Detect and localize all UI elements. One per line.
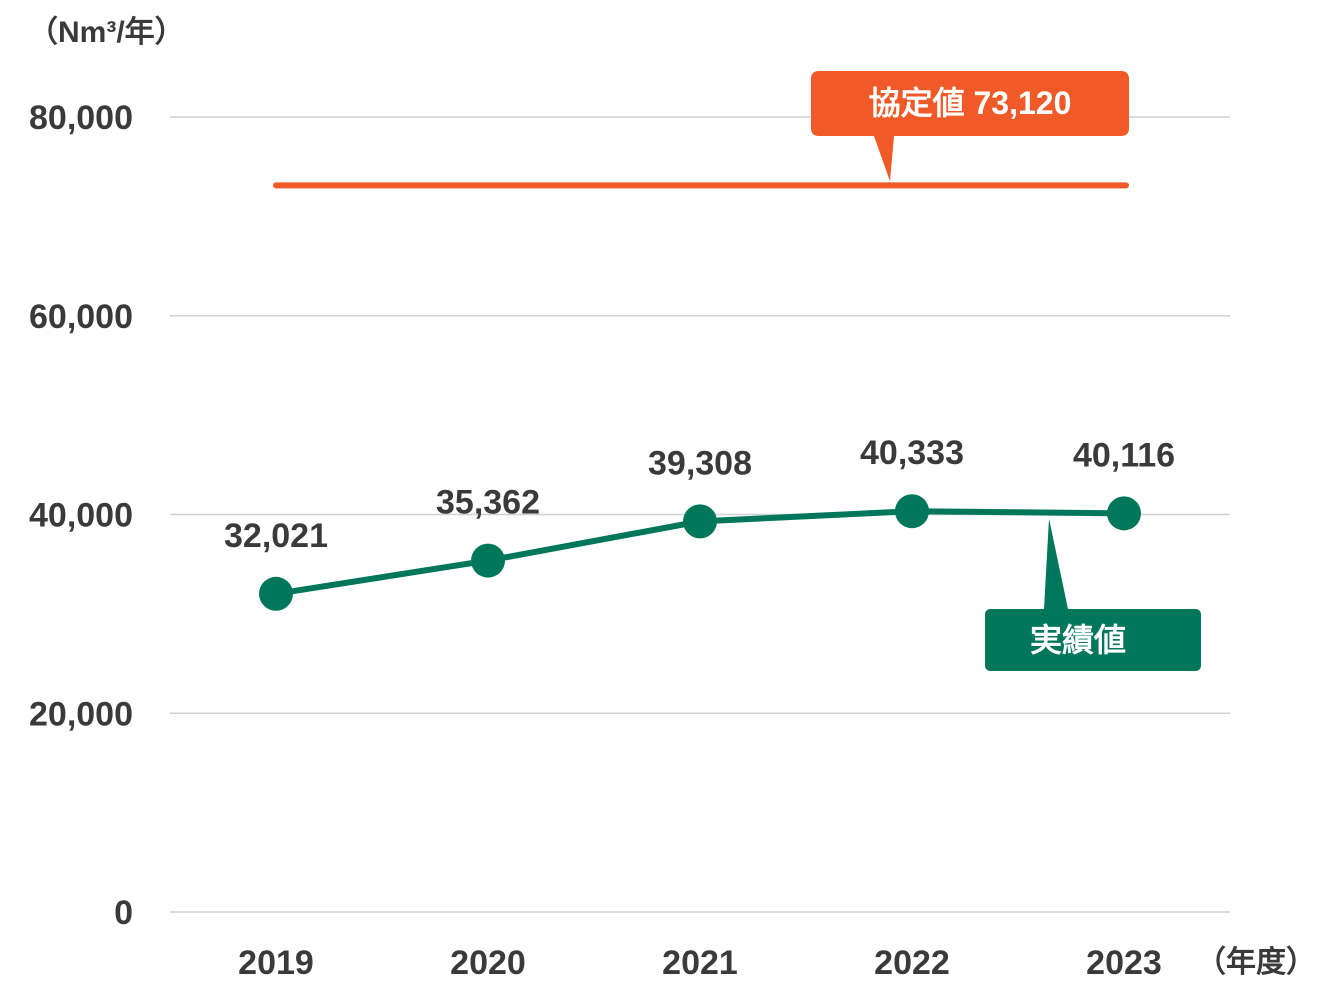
x-tick-label: 2022 (874, 944, 950, 982)
reference-callout-label: 協定値 73,120 (869, 85, 1072, 121)
data-label: 32,021 (224, 517, 328, 555)
y-axis-unit-label: （Nm³/年） (28, 15, 185, 49)
series-callout-label: 実績値 (1030, 622, 1126, 658)
data-label: 39,308 (648, 444, 752, 482)
data-label: 35,362 (436, 484, 540, 522)
series-point (471, 543, 505, 578)
series-point (1107, 496, 1141, 531)
x-tick-label: 2020 (450, 944, 526, 982)
y-tick-label: 20,000 (29, 695, 133, 733)
y-axis-tick-labels: 0 20,000 40,000 60,000 80,000 (29, 99, 133, 932)
x-tick-label: 2021 (662, 944, 738, 982)
reference-line-group: 協定値 73,120 (273, 71, 1129, 189)
x-axis-tick-labels: 2019 2020 2021 2022 2023 (238, 944, 1162, 982)
x-axis-unit-label: （年度） (1196, 945, 1316, 979)
y-tick-label: 0 (114, 894, 133, 932)
x-tick-label: 2019 (238, 944, 314, 982)
y-tick-label: 80,000 (29, 99, 133, 137)
series-points (259, 494, 1141, 611)
series-point (259, 576, 293, 611)
series-point (895, 494, 929, 529)
y-tick-label: 60,000 (29, 298, 133, 336)
reference-callout-box (811, 71, 1129, 182)
series-data-labels: 32,021 35,362 39,308 40,333 40,116 (224, 434, 1175, 555)
series-callout-box (985, 518, 1201, 671)
data-label: 40,333 (860, 434, 964, 472)
x-tick-label: 2023 (1086, 944, 1162, 982)
series-group: 32,021 35,362 39,308 40,333 40,116 実績値 (224, 434, 1201, 671)
series-point (683, 504, 717, 539)
data-label: 40,116 (1073, 436, 1175, 474)
y-tick-label: 40,000 (29, 497, 133, 535)
